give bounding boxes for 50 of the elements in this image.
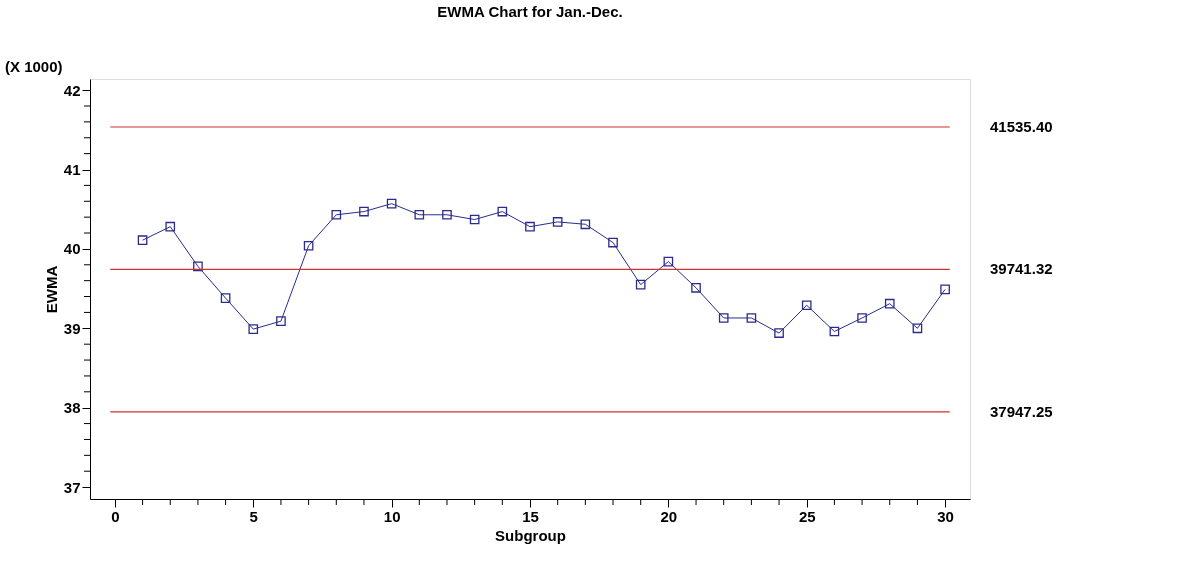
point: [165, 221, 176, 232]
y-tick-label: 40: [63, 240, 81, 258]
point: [884, 298, 895, 309]
x-tick-label: 20: [660, 507, 678, 525]
point: [663, 256, 674, 267]
point: [303, 240, 314, 251]
point: [608, 237, 618, 248]
point: [940, 284, 950, 295]
point: [137, 235, 148, 246]
x-tick-label: 5: [249, 507, 258, 525]
point: [220, 293, 231, 303]
point: [857, 313, 867, 323]
y-tick-label: 37: [63, 478, 81, 496]
x-tick-label: 15: [522, 507, 539, 525]
point: [774, 328, 784, 338]
point: [331, 209, 342, 220]
point: [801, 300, 812, 311]
point: [276, 316, 286, 326]
point: [718, 313, 729, 323]
x-tick-label: 10: [383, 507, 401, 525]
x-axis-title: Subgroup: [495, 526, 566, 544]
point: [912, 323, 923, 334]
point: [386, 198, 397, 209]
y-tick-label: 41: [63, 161, 81, 179]
point: [552, 217, 563, 227]
point: [359, 206, 369, 217]
x-tick-label: 0: [111, 507, 120, 525]
y-tick-label: 42: [63, 81, 81, 99]
y-tick-label: 38: [63, 399, 81, 417]
x-tick-label: 30: [937, 507, 954, 525]
point: [580, 219, 591, 230]
point: [193, 261, 203, 272]
text: (X 1000): [5, 58, 63, 75]
chart-title: EWMA Chart for Jan.-Dec.: [437, 3, 623, 20]
x-tick-label: 25: [798, 507, 816, 525]
point: [525, 221, 535, 232]
point: [442, 209, 452, 220]
ref-line-label: 37947.25: [990, 402, 1053, 420]
point: [746, 313, 757, 323]
point: [497, 206, 508, 217]
ref-line-label: 39741.32: [990, 260, 1053, 278]
point: [414, 209, 425, 220]
point: [829, 326, 840, 337]
point: [691, 282, 701, 293]
y-axis-title: EWMA: [42, 265, 60, 314]
ref-line-label: 41535.40: [990, 118, 1053, 135]
y-tick-label: 39: [63, 319, 81, 337]
point: [248, 324, 259, 334]
point: [469, 214, 480, 225]
point: [635, 279, 646, 290]
